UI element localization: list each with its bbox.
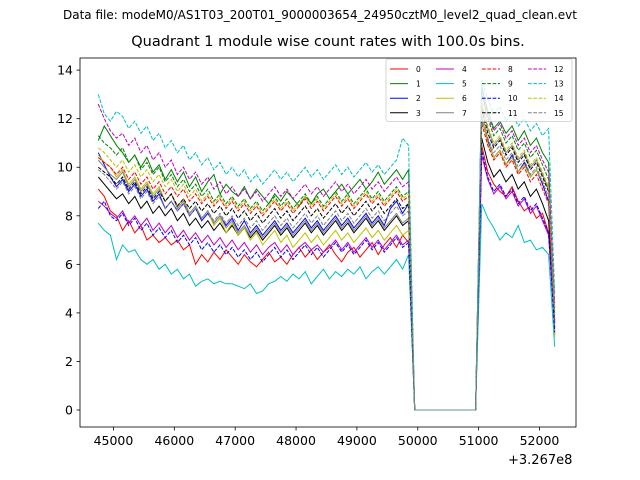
x-tick-label: 51000 — [459, 433, 499, 448]
y-tick-label: 10 — [57, 160, 73, 175]
legend-label-14: 14 — [554, 94, 564, 103]
y-tick-label: 4 — [65, 305, 73, 320]
legend-label-9: 9 — [508, 80, 513, 89]
y-tick-label: 6 — [65, 257, 73, 272]
x-tick-label: 52000 — [520, 433, 560, 448]
x-tick-label: 50000 — [398, 433, 438, 448]
legend-label-15: 15 — [554, 109, 564, 118]
legend-label-13: 13 — [554, 80, 564, 89]
figure-suptitle: Data file: modeM0/AS1T03_200T01_90000036… — [63, 8, 577, 22]
series-lines — [97, 79, 556, 411]
legend-box — [385, 58, 573, 122]
y-tick-label: 2 — [65, 354, 73, 369]
legend-label-0: 0 — [416, 65, 421, 74]
y-tick-label: 8 — [65, 208, 73, 223]
series-line-5 — [97, 203, 556, 411]
legend-label-5: 5 — [462, 80, 467, 89]
x-tick-label: 45000 — [94, 433, 134, 448]
series-line-8 — [97, 123, 556, 411]
x-tick-label: 48000 — [276, 433, 316, 448]
x-axis-offset-label: +3.267e8 — [508, 453, 573, 468]
y-tick-label: 0 — [65, 403, 73, 418]
x-tick-label: 47000 — [215, 433, 255, 448]
legend-label-12: 12 — [554, 65, 564, 74]
legend-label-8: 8 — [508, 65, 513, 74]
legend-label-3: 3 — [416, 109, 421, 118]
series-line-15 — [97, 113, 556, 411]
legend-label-10: 10 — [508, 94, 518, 103]
legend-label-4: 4 — [462, 65, 467, 74]
axes: 45000 46000 47000 48000 49000 50000 51000 52000… — [57, 57, 577, 448]
legend-label-7: 7 — [462, 109, 467, 118]
series-line-13 — [97, 79, 556, 411]
x-tick-label: 46000 — [154, 433, 194, 448]
legend-label-11: 11 — [508, 109, 518, 118]
chart-title: Quadrant 1 module wise count rates with … — [131, 34, 525, 50]
y-tick-label: 12 — [57, 111, 73, 126]
axes-frame — [79, 57, 577, 428]
x-tick-label: 49000 — [337, 433, 377, 448]
legend-label-2: 2 — [416, 94, 421, 103]
y-tick-label: 14 — [57, 63, 73, 78]
legend-label-6: 6 — [462, 94, 467, 103]
legend-label-1: 1 — [416, 80, 421, 89]
